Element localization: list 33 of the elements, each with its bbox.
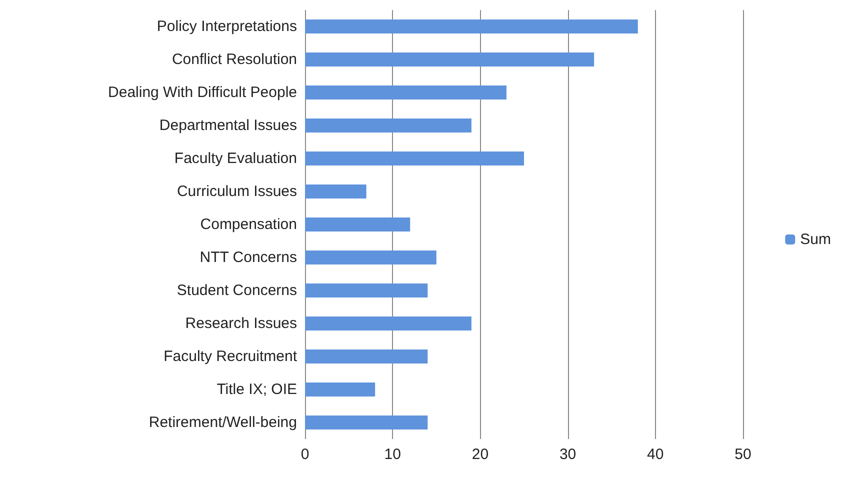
y-tick-label: Dealing With Difficult People: [108, 84, 297, 101]
bar: [305, 382, 376, 396]
y-tick-label: Faculty Evaluation: [174, 150, 297, 167]
y-tick-label: NTT Concerns: [200, 249, 297, 266]
bar: [305, 86, 506, 100]
x-tick-label: 10: [384, 446, 401, 463]
bar: [305, 316, 472, 330]
y-tick-label: Retirement/Well-being: [148, 414, 297, 431]
x-tick-label: 20: [472, 446, 489, 463]
x-tick-label: 40: [647, 446, 664, 463]
y-tick-label: Departmental Issues: [159, 117, 297, 134]
x-tick-label: 30: [559, 446, 576, 463]
bar: [305, 416, 428, 430]
bar: [305, 20, 638, 34]
y-tick-label: Curriculum Issues: [176, 183, 297, 200]
y-tick-label: Student Concerns: [176, 282, 297, 299]
bar: [305, 52, 594, 66]
y-tick-label: Research Issues: [185, 315, 297, 332]
bar: [305, 350, 428, 364]
bar: [305, 250, 436, 264]
x-tick-label: 50: [734, 446, 752, 463]
bar: [305, 284, 428, 298]
bar: [305, 152, 524, 166]
y-tick-label: Title IX; OIE: [216, 381, 297, 398]
y-tick-label: Policy Interpretations: [156, 18, 297, 35]
bar: [305, 184, 366, 198]
legend-label: Sum: [800, 231, 831, 248]
bar: [305, 218, 410, 232]
bar: [305, 118, 472, 132]
y-tick-label: Compensation: [200, 216, 297, 233]
y-tick-label: Conflict Resolution: [172, 51, 297, 68]
y-tick-label: Faculty Recruitment: [164, 348, 298, 365]
x-tick-label: 0: [300, 446, 310, 463]
